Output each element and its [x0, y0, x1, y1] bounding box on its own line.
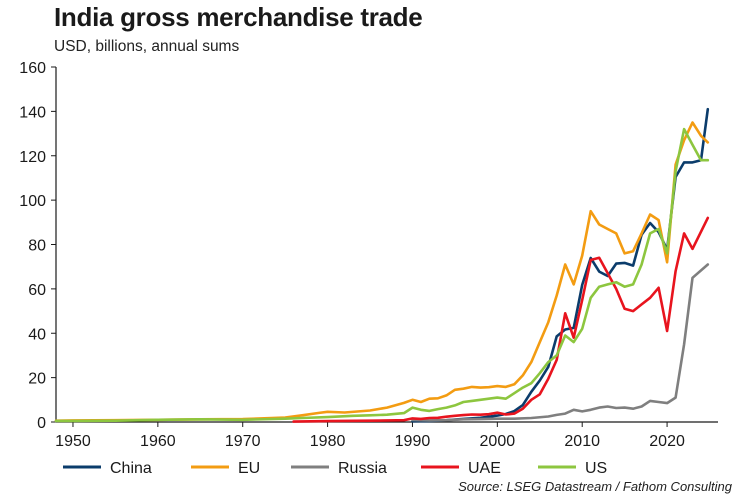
x-tick-label: 2010	[564, 433, 600, 450]
series-line-russia	[411, 263, 710, 422]
series-line-china	[411, 107, 710, 423]
series-layer	[54, 107, 710, 423]
chart-title: India gross merchandise trade	[54, 2, 423, 32]
x-tick-label: 2020	[649, 433, 685, 450]
legend: China EU Russia UAE US	[63, 460, 607, 477]
y-tick-label: 20	[28, 371, 46, 388]
y-tick-label: 40	[28, 326, 46, 343]
series-line-us	[54, 127, 710, 423]
x-tick-label: 1960	[140, 433, 176, 450]
y-tick-label: 60	[28, 282, 46, 299]
legend-label-us: US	[585, 460, 607, 477]
y-tick-label: 0	[37, 415, 46, 432]
series-line-uae	[292, 216, 710, 423]
y-tick-label: 100	[19, 193, 46, 210]
axes: 0 20 40 60 80 100 120 140 160 1950 1960 1970 1980 199…	[19, 60, 718, 450]
x-tick-label: 1980	[310, 433, 346, 450]
x-tick-label: 1950	[55, 433, 91, 450]
x-tick-label: 1990	[395, 433, 431, 450]
y-tick-label: 80	[28, 238, 46, 255]
source-note: Source: LSEG Datastream / Fathom Consult…	[458, 479, 732, 494]
legend-label-uae: UAE	[468, 460, 501, 477]
y-tick-label: 120	[19, 149, 46, 166]
legend-label-russia: Russia	[338, 460, 387, 477]
x-tick-label: 2000	[480, 433, 516, 450]
legend-label-eu: EU	[238, 460, 260, 477]
chart-subtitle: USD, billions, annual sums	[54, 38, 240, 55]
legend-label-china: China	[110, 460, 152, 477]
series-line-eu	[54, 121, 710, 422]
x-tick-label: 1970	[225, 433, 261, 450]
y-tick-label: 160	[19, 60, 46, 77]
y-tick-label: 140	[19, 104, 46, 121]
